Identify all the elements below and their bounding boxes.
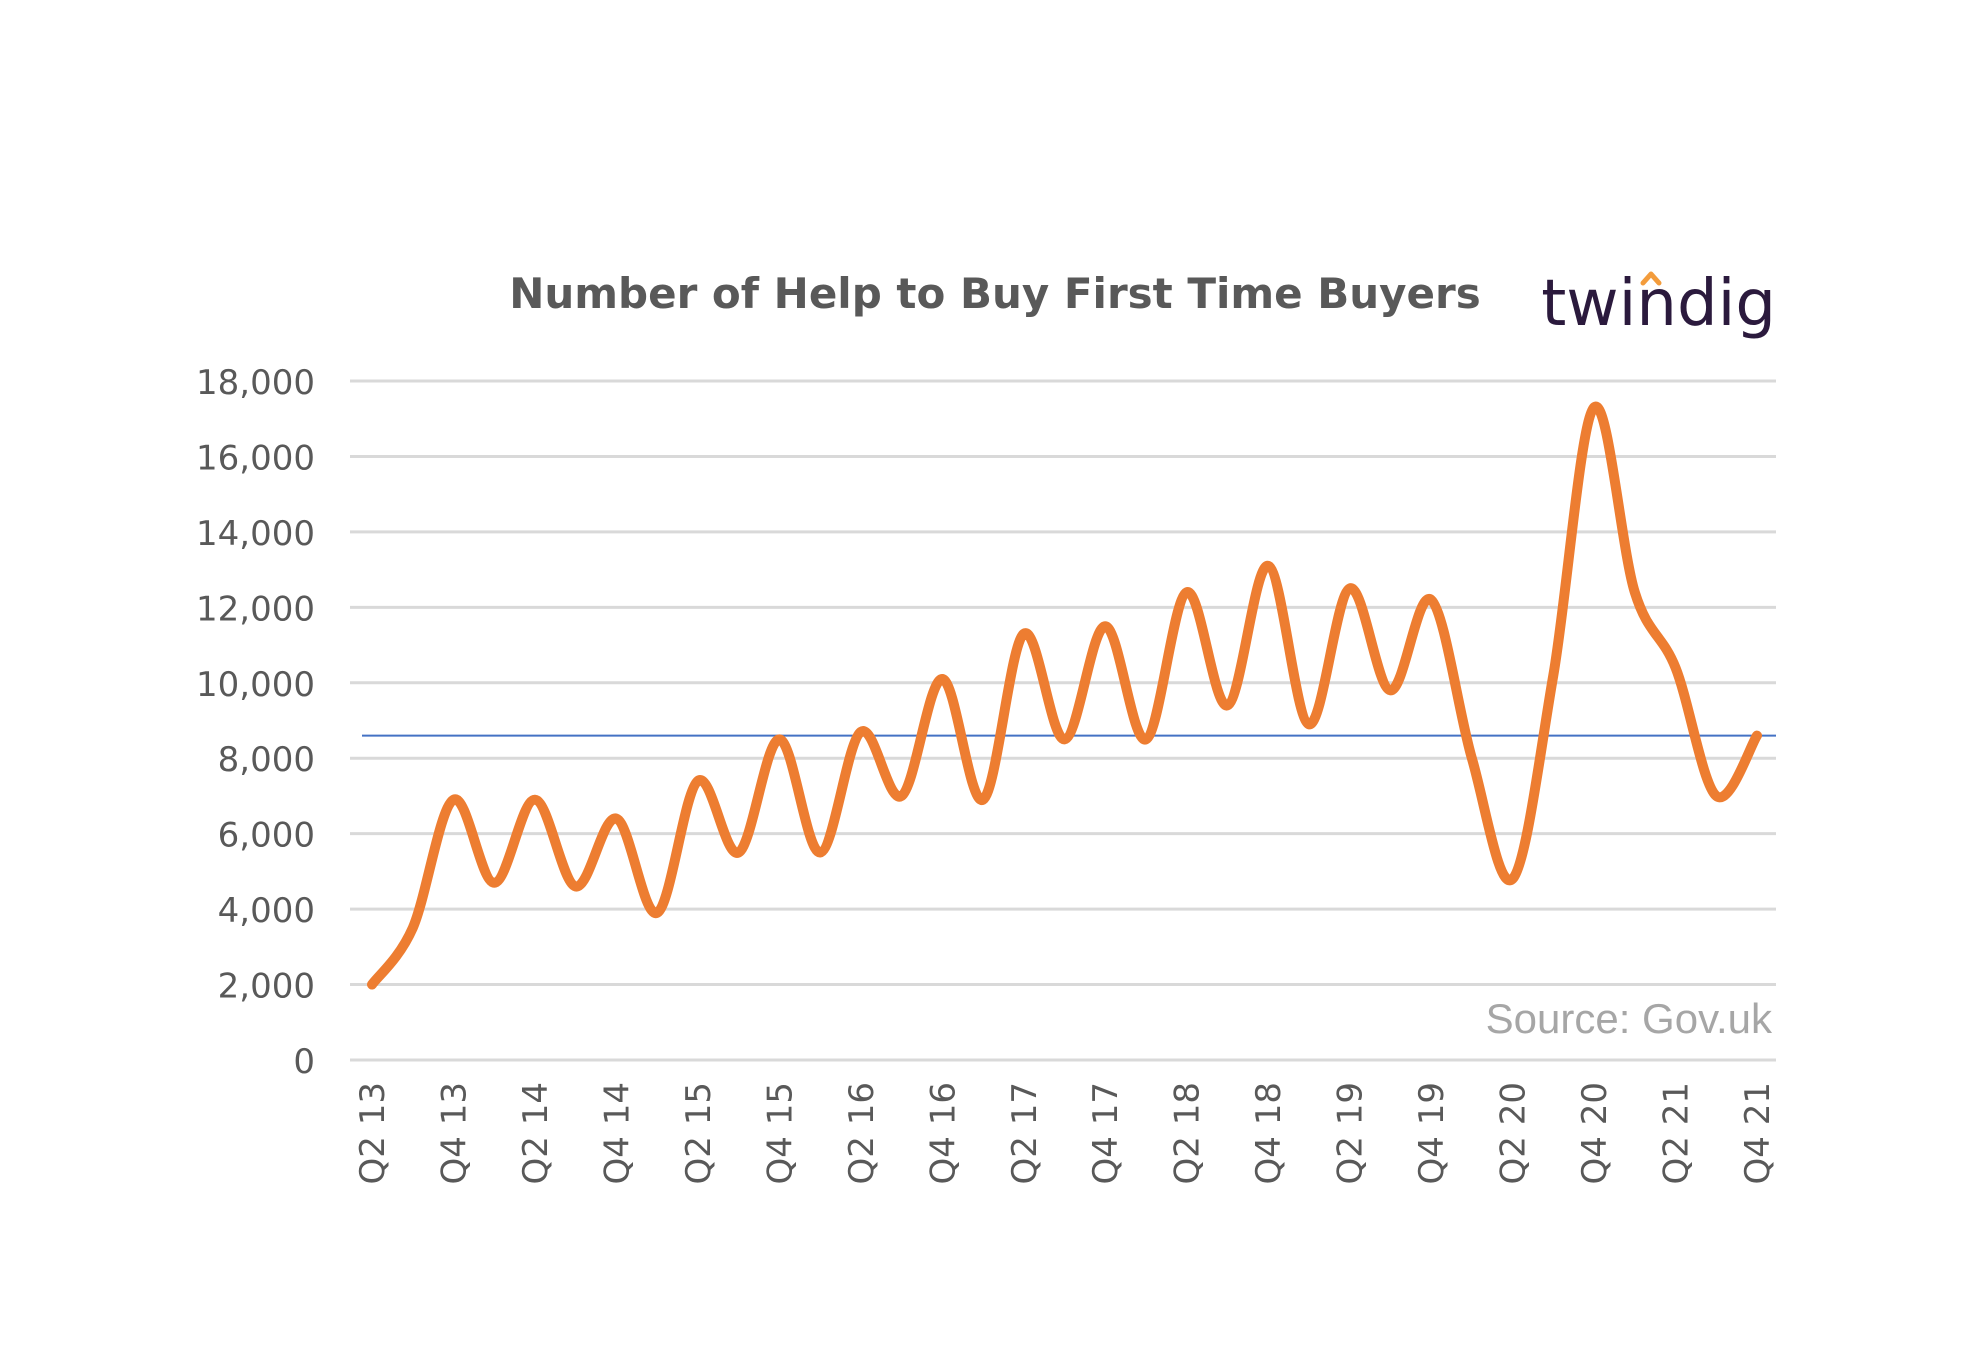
x-tick-label: Q4 21 xyxy=(1738,1082,1778,1184)
y-tick-label: 12,000 xyxy=(196,589,315,629)
data-point xyxy=(1023,633,1025,635)
x-tick-label: Q4 17 xyxy=(1086,1082,1126,1184)
data-point xyxy=(982,799,984,801)
data-point xyxy=(778,738,780,740)
data-point xyxy=(1675,667,1677,669)
data-point xyxy=(738,852,740,854)
data-point xyxy=(615,818,617,820)
data-point xyxy=(656,912,658,914)
series-line xyxy=(367,401,1762,990)
data-point xyxy=(819,852,821,854)
x-tick-label: Q2 13 xyxy=(353,1082,393,1184)
data-point xyxy=(1471,757,1473,759)
x-tick-label: Q4 15 xyxy=(760,1082,800,1184)
data-point xyxy=(371,984,373,986)
y-tick-label: 18,000 xyxy=(196,363,315,403)
logo-text: twindig xyxy=(1541,267,1776,341)
data-point xyxy=(575,885,577,887)
data-point xyxy=(412,927,414,929)
y-tick-label: 16,000 xyxy=(196,438,315,478)
y-tick-label: 8,000 xyxy=(218,740,315,780)
x-tick-label: Q2 19 xyxy=(1331,1082,1371,1184)
data-point xyxy=(1389,689,1391,691)
y-tick-label: 6,000 xyxy=(218,816,315,856)
data-point xyxy=(1634,591,1636,593)
data-point xyxy=(860,731,862,733)
y-tick-label: 14,000 xyxy=(196,514,315,554)
y-tick-label: 10,000 xyxy=(196,665,315,705)
x-tick-label: Q4 19 xyxy=(1412,1082,1452,1184)
data-point xyxy=(1430,599,1432,601)
data-point xyxy=(1064,738,1066,740)
source-note: Source: Gov.uk xyxy=(1486,995,1773,1042)
data-point xyxy=(452,799,454,801)
data-point xyxy=(1756,735,1758,737)
data-point xyxy=(534,799,536,801)
data-point xyxy=(1104,625,1106,627)
data-point xyxy=(1593,406,1595,408)
y-tick-label: 2,000 xyxy=(218,967,315,1007)
logo-accent-mark xyxy=(1640,271,1662,286)
data-point xyxy=(901,795,903,797)
data-point xyxy=(1226,704,1228,706)
gridlines xyxy=(350,379,1776,1062)
y-tick-label: 4,000 xyxy=(218,891,315,931)
data-point xyxy=(1308,723,1310,725)
data-point xyxy=(1186,591,1188,593)
x-tick-label: Q2 18 xyxy=(1168,1082,1208,1184)
data-point xyxy=(493,882,495,884)
x-axis-tick-labels: Q2 13 Q4 13 Q2 14 Q4 14 Q2 15 Q4 15 Q2 16 Q4 16… xyxy=(353,1082,1778,1184)
x-tick-label: Q4 14 xyxy=(597,1082,637,1184)
x-tick-label: Q2 15 xyxy=(679,1082,719,1184)
data-point xyxy=(697,780,699,782)
x-tick-label: Q2 21 xyxy=(1657,1082,1697,1184)
data-point xyxy=(1552,674,1554,676)
y-axis-tick-labels: 0 2,000 4,000 6,000 8,000 10,000 12,000 14,000 1… xyxy=(196,363,315,1082)
data-point xyxy=(1512,878,1514,880)
x-tick-label: Q4 20 xyxy=(1575,1082,1615,1184)
x-tick-label: Q2 14 xyxy=(516,1082,556,1184)
x-tick-label: Q2 16 xyxy=(842,1082,882,1184)
data-point xyxy=(1349,587,1351,589)
x-tick-label: Q2 20 xyxy=(1494,1082,1534,1184)
data-point xyxy=(1267,565,1269,567)
data-point xyxy=(1715,795,1717,797)
chart-title: Number of Help to Buy First Time Buyers xyxy=(509,269,1481,318)
y-tick-label: 0 xyxy=(293,1042,315,1082)
x-tick-label: Q4 13 xyxy=(434,1082,474,1184)
data-point xyxy=(941,678,943,680)
logo: twindig xyxy=(1541,267,1776,341)
x-tick-label: Q4 18 xyxy=(1249,1082,1289,1184)
x-tick-label: Q2 17 xyxy=(1005,1082,1045,1184)
x-tick-label: Q4 16 xyxy=(923,1082,963,1184)
data-point xyxy=(1145,738,1147,740)
